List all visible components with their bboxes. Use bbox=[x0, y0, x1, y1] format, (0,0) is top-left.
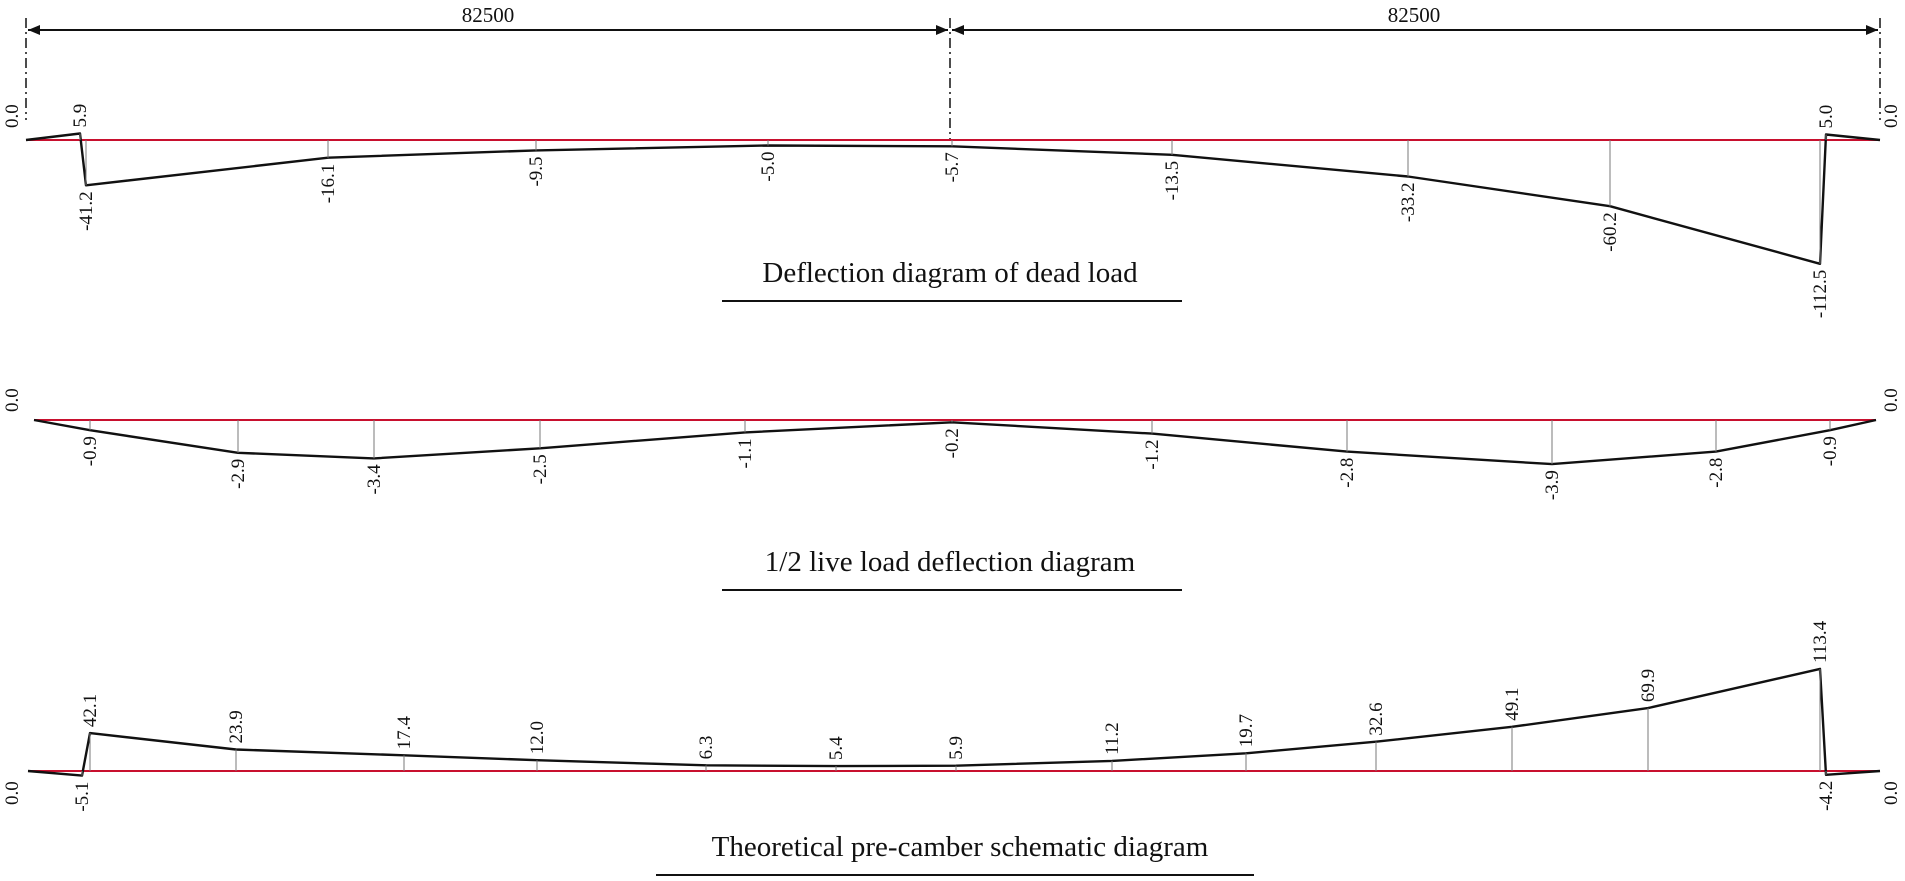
dead-load-left-end-label: 0.0 bbox=[2, 104, 23, 128]
pre-camber-value-label: 32.6 bbox=[1366, 702, 1387, 735]
pre-camber-left-end-label: 0.0 bbox=[2, 781, 23, 805]
pre-camber-value-label: 23.9 bbox=[226, 710, 247, 743]
pre-camber-value-label: 49.1 bbox=[1502, 688, 1523, 721]
live-load-value-label: -2.5 bbox=[530, 454, 551, 484]
dead-load-value-label: -16.1 bbox=[318, 164, 339, 204]
pre-camber-right-end-label: 0.0 bbox=[1881, 781, 1902, 805]
live-load-value-label: -3.9 bbox=[1542, 470, 1563, 500]
right-span-label: 82500 bbox=[1388, 3, 1441, 27]
dead-load-value-label: -112.5 bbox=[1810, 270, 1831, 318]
live-load-value-label: -1.1 bbox=[735, 438, 756, 468]
pre-camber-value-label: 113.4 bbox=[1810, 620, 1831, 663]
dead-load-value-label: 5.0 bbox=[1816, 105, 1837, 129]
pre-camber-value-label: 17.4 bbox=[394, 716, 415, 750]
live-load-value-label: -3.4 bbox=[364, 464, 385, 495]
pre-camber-value-label: 5.4 bbox=[826, 736, 847, 760]
live-load-value-label: -2.8 bbox=[1337, 458, 1358, 488]
pre-camber-value-label: 12.0 bbox=[527, 721, 548, 754]
live-load-value-label: -0.9 bbox=[80, 436, 101, 466]
live-load-value-label: -2.9 bbox=[228, 459, 249, 489]
dead-load-value-label: -41.2 bbox=[76, 191, 97, 231]
pre-camber-value-label: 11.2 bbox=[1102, 722, 1123, 755]
live-load-title: 1/2 live load deflection diagram bbox=[765, 546, 1136, 578]
live-load-diagram: -0.9 -2.9 -3.4 -2.5 -1.1 -0.2 -1.2 -2.8 -3.9 -2.8… bbox=[2, 388, 1902, 591]
live-load-value-label: -1.2 bbox=[1142, 440, 1163, 470]
pre-camber-value-label: -5.1 bbox=[72, 782, 93, 812]
pre-camber-value-label: 5.9 bbox=[946, 736, 967, 760]
dead-load-value-label: -5.7 bbox=[942, 152, 963, 182]
pre-camber-value-label: 42.1 bbox=[80, 694, 101, 727]
dead-load-diagram: 5.9 -41.2 -16.1 -9.5 -5.0 -5.7 -13.5 -33.2 -60.2… bbox=[2, 104, 1902, 318]
pre-camber-diagram: -5.1 42.1 23.9 17.4 12.0 6.3 5.4 5.9 11.2 19.7 32.… bbox=[2, 620, 1902, 876]
left-span-label: 82500 bbox=[462, 3, 515, 27]
pre-camber-value-label: 19.7 bbox=[1236, 714, 1257, 747]
pre-camber-value-label: 69.9 bbox=[1638, 669, 1659, 702]
dead-load-value-label: -60.2 bbox=[1600, 212, 1621, 252]
pre-camber-value-label: -4.2 bbox=[1816, 781, 1837, 811]
live-load-value-label: -0.2 bbox=[942, 428, 963, 458]
dead-load-title: Deflection diagram of dead load bbox=[762, 257, 1138, 289]
dead-load-value-label: -5.0 bbox=[758, 152, 779, 182]
pre-camber-title: Theoretical pre-camber schematic diagram bbox=[712, 831, 1209, 863]
live-load-right-end-label: 0.0 bbox=[1881, 388, 1902, 412]
live-load-value-label: -0.9 bbox=[1820, 436, 1841, 466]
dead-load-value-label: -33.2 bbox=[1398, 183, 1419, 223]
dead-load-value-label: -13.5 bbox=[1162, 161, 1183, 201]
dead-load-value-label: 5.9 bbox=[70, 104, 91, 128]
dimension-line: 82500 82500 bbox=[25, 3, 1881, 140]
live-load-value-label: -2.8 bbox=[1706, 458, 1727, 488]
live-load-left-end-label: 0.0 bbox=[2, 388, 23, 412]
dead-load-right-end-label: 0.0 bbox=[1881, 104, 1902, 128]
pre-camber-value-label: 6.3 bbox=[696, 736, 717, 760]
dead-load-value-label: -9.5 bbox=[526, 156, 547, 186]
